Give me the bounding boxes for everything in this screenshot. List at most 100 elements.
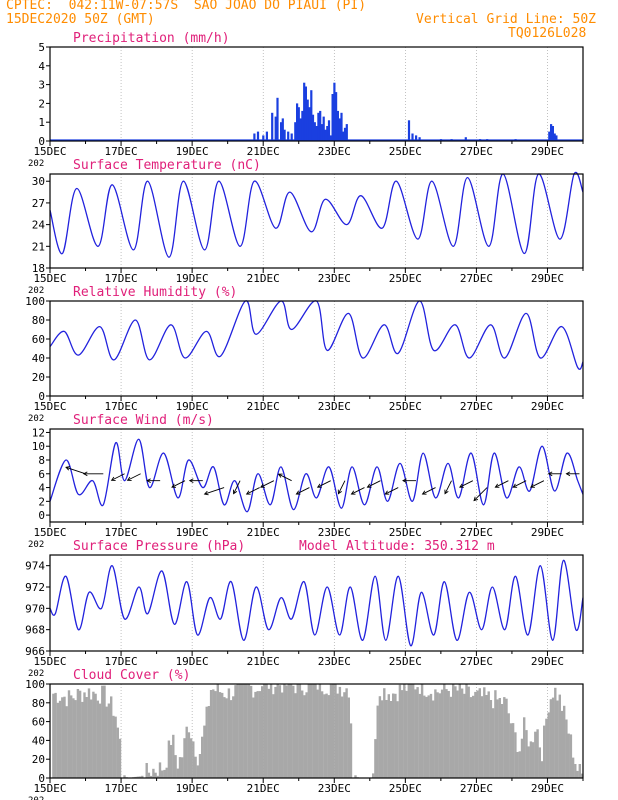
x-tick-label: 17DEC: [105, 272, 138, 285]
cloud-bar: [292, 685, 295, 778]
panel-1: 0 1 2 3 4 5 15DEC 17DEC 19DEC 21DEC 23DEC 25DEC 27DE…: [28, 31, 584, 169]
cloud-bar: [236, 684, 239, 778]
cloud-bar: [61, 697, 64, 778]
cloud-bar: [531, 742, 535, 778]
cloud-bar: [325, 693, 328, 778]
cloud-bar: [523, 717, 526, 778]
precip-bar: [280, 122, 283, 141]
plot-frame: [49, 46, 584, 142]
x-tick-label: 17DEC: [105, 400, 138, 413]
x-tick-label: 15DEC: [33, 782, 66, 795]
precip-bar: [301, 110, 304, 141]
cloud-bar: [163, 769, 166, 778]
x-tick-label: 29DEC: [531, 400, 564, 413]
x-tick-label: 27DEC: [460, 272, 493, 285]
precip-bar: [327, 120, 331, 141]
cloud-bar: [234, 685, 237, 778]
y-tick-label: 40: [32, 734, 45, 747]
plot-frame: [49, 683, 584, 779]
cloud-bar: [332, 684, 335, 778]
cloud-bar: [103, 685, 106, 778]
precip-bar: [296, 103, 299, 141]
y-tick-label: 12: [32, 426, 45, 439]
cloud-bar: [412, 684, 415, 778]
precip-bar: [256, 131, 260, 141]
precip-bar: [418, 137, 421, 141]
cloud-bar: [447, 691, 450, 778]
model-altitude-label: Model Altitude: 350.312 m: [299, 539, 495, 554]
y-tick-label: 3: [38, 79, 45, 92]
precip-bar: [262, 135, 265, 141]
cloud-bar: [327, 695, 330, 778]
cloud-bar: [307, 684, 310, 778]
cloud-bar: [78, 690, 82, 778]
cloud-bar: [65, 706, 68, 778]
wind-vector-head: [444, 489, 449, 495]
cloud-bar: [509, 723, 513, 778]
x-tick-label: 19DEC: [176, 782, 209, 795]
cloud-bar: [194, 756, 197, 778]
cloud-bar: [476, 690, 479, 778]
plot-frame: [49, 173, 584, 269]
cloud-bar: [305, 692, 308, 778]
precip-bar: [281, 118, 284, 141]
cloud-bar: [241, 684, 244, 778]
x-tick-label: 29DEC: [531, 655, 564, 668]
cloud-bar: [141, 775, 144, 778]
y-tick-label: 8: [38, 454, 45, 467]
wind-vector-head: [350, 490, 356, 495]
wind-vector-head: [402, 478, 407, 483]
x-tick-label: 27DEC: [460, 400, 493, 413]
cloud-bar: [527, 746, 530, 778]
precip-bar: [329, 135, 332, 141]
cloud-bar: [201, 736, 204, 778]
precip-bar: [551, 126, 554, 141]
cloud-bar: [116, 727, 119, 778]
x-tick-label: 25DEC: [389, 526, 422, 539]
x-tick-label: 29DEC: [531, 272, 564, 285]
cloud-bar: [229, 700, 233, 778]
x-tick-label: 29DEC: [531, 526, 564, 539]
precip-bar: [283, 129, 286, 141]
precip-bar: [311, 114, 315, 141]
wind-vector-head: [245, 490, 251, 495]
cloud-bar: [389, 701, 393, 778]
cloud-bar: [338, 686, 342, 778]
cloud-bar: [392, 693, 395, 778]
y-tick-label: 80: [32, 314, 45, 327]
wind-vector: [351, 487, 365, 495]
precip-bar: [342, 131, 345, 141]
wind-vector-head: [512, 483, 518, 488]
y-tick-label: 966: [25, 645, 45, 658]
x-tick-label: 25DEC: [389, 782, 422, 795]
cloud-bar: [456, 690, 459, 778]
precip-bar: [407, 120, 411, 141]
panel-6: 0 20 40 60 80 100 15DEC 17DEC 19DEC 21DEC 23DEC 25D…: [25, 668, 584, 800]
cloud-bar: [274, 686, 277, 778]
cloud-bar: [114, 716, 117, 778]
cloud-bar: [420, 684, 424, 778]
precip-bar: [343, 127, 347, 141]
x-tick-label: 15DEC: [33, 655, 66, 668]
wind-vector: [127, 473, 141, 481]
cloud-bar: [316, 689, 319, 778]
x-tick-label: 15DEC: [33, 272, 66, 285]
wind-vector-head: [459, 483, 464, 488]
cloud-bar: [545, 718, 548, 778]
cloud-bar: [198, 754, 202, 778]
wind-vector-head: [82, 471, 88, 477]
cloud-bar: [463, 693, 466, 778]
cloud-bar: [445, 689, 448, 778]
cloud-bar: [63, 696, 66, 778]
cloud-bar: [123, 775, 126, 778]
wind-vector-head: [547, 471, 553, 477]
y-tick-label: 60: [32, 333, 45, 346]
cloud-bar: [296, 684, 299, 778]
cloud-bar: [425, 696, 428, 778]
cloud-bar: [98, 703, 102, 778]
wind-vector-head: [421, 490, 427, 495]
panel-2: 18 21 24 27 30 15DEC 17DEC 19DEC 21DEC 23DEC 25DEC…: [28, 158, 584, 296]
x-tick-label: 25DEC: [389, 400, 422, 413]
cloud-bar: [571, 757, 575, 778]
cloud-bar: [67, 690, 71, 778]
